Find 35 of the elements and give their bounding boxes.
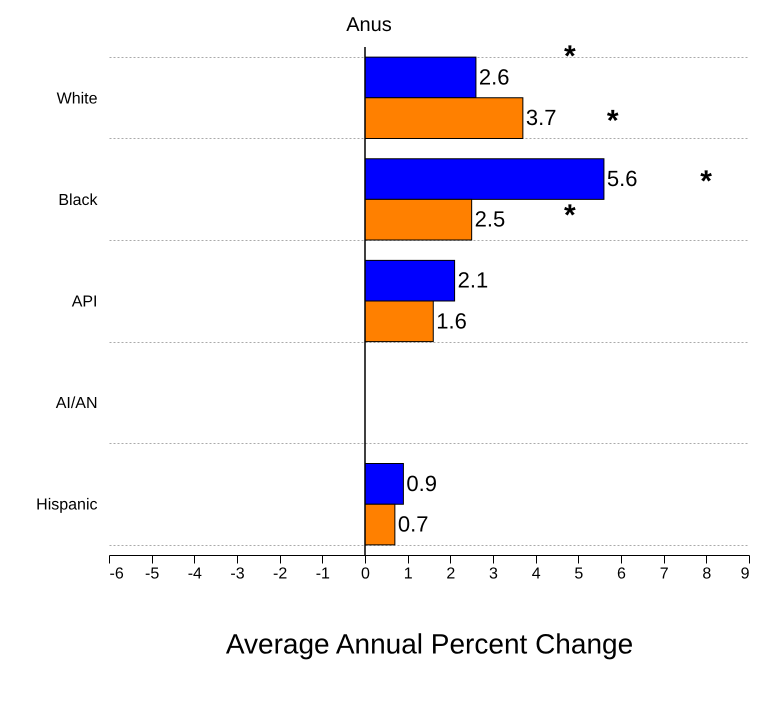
x-tick-label: -1 bbox=[316, 566, 330, 582]
x-tick-label: 5 bbox=[574, 566, 584, 582]
y-tick-label: AI/AN bbox=[56, 395, 98, 412]
x-tick-label: 3 bbox=[489, 566, 498, 582]
data-label: 1.6 bbox=[436, 308, 467, 334]
x-tick-label: 6 bbox=[617, 566, 626, 582]
data-label: 3.7 bbox=[526, 105, 556, 130]
x-tick-label: 9 bbox=[740, 566, 750, 582]
annotation: * bbox=[700, 165, 712, 198]
data-label: 5.6 bbox=[606, 166, 638, 192]
chart-title: Anus bbox=[346, 14, 392, 36]
y-tick-label: White bbox=[56, 90, 98, 108]
x-tick-label: -2 bbox=[273, 566, 288, 582]
x-tick-label: 4 bbox=[532, 566, 541, 582]
annotation: * bbox=[564, 40, 576, 73]
x-tick-label: 0 bbox=[361, 566, 370, 582]
x-tick-label: -6 bbox=[110, 566, 124, 582]
x-tick-label: -4 bbox=[188, 566, 202, 582]
data-label: 0.9 bbox=[406, 470, 437, 496]
x-tick-label: 1 bbox=[404, 566, 413, 582]
annotation: * bbox=[564, 199, 576, 232]
y-tick-label: Hispanic bbox=[36, 496, 98, 514]
y-tick-label: Black bbox=[58, 192, 98, 209]
x-axis-title: Average Annual Percent Change bbox=[226, 628, 634, 660]
data-label: 0.7 bbox=[398, 512, 428, 537]
x-tick-label: 2 bbox=[446, 566, 456, 582]
y-tick-label: API bbox=[72, 294, 98, 310]
x-tick-label: 8 bbox=[702, 566, 712, 582]
x-tick-label: -5 bbox=[145, 566, 160, 582]
data-label: 2.1 bbox=[458, 268, 488, 293]
data-label: 2.5 bbox=[474, 206, 506, 232]
x-tick-label: 7 bbox=[660, 566, 669, 582]
x-tick-label: -3 bbox=[230, 566, 245, 582]
annotation: * bbox=[606, 104, 619, 138]
data-label: 2.6 bbox=[478, 64, 510, 90]
